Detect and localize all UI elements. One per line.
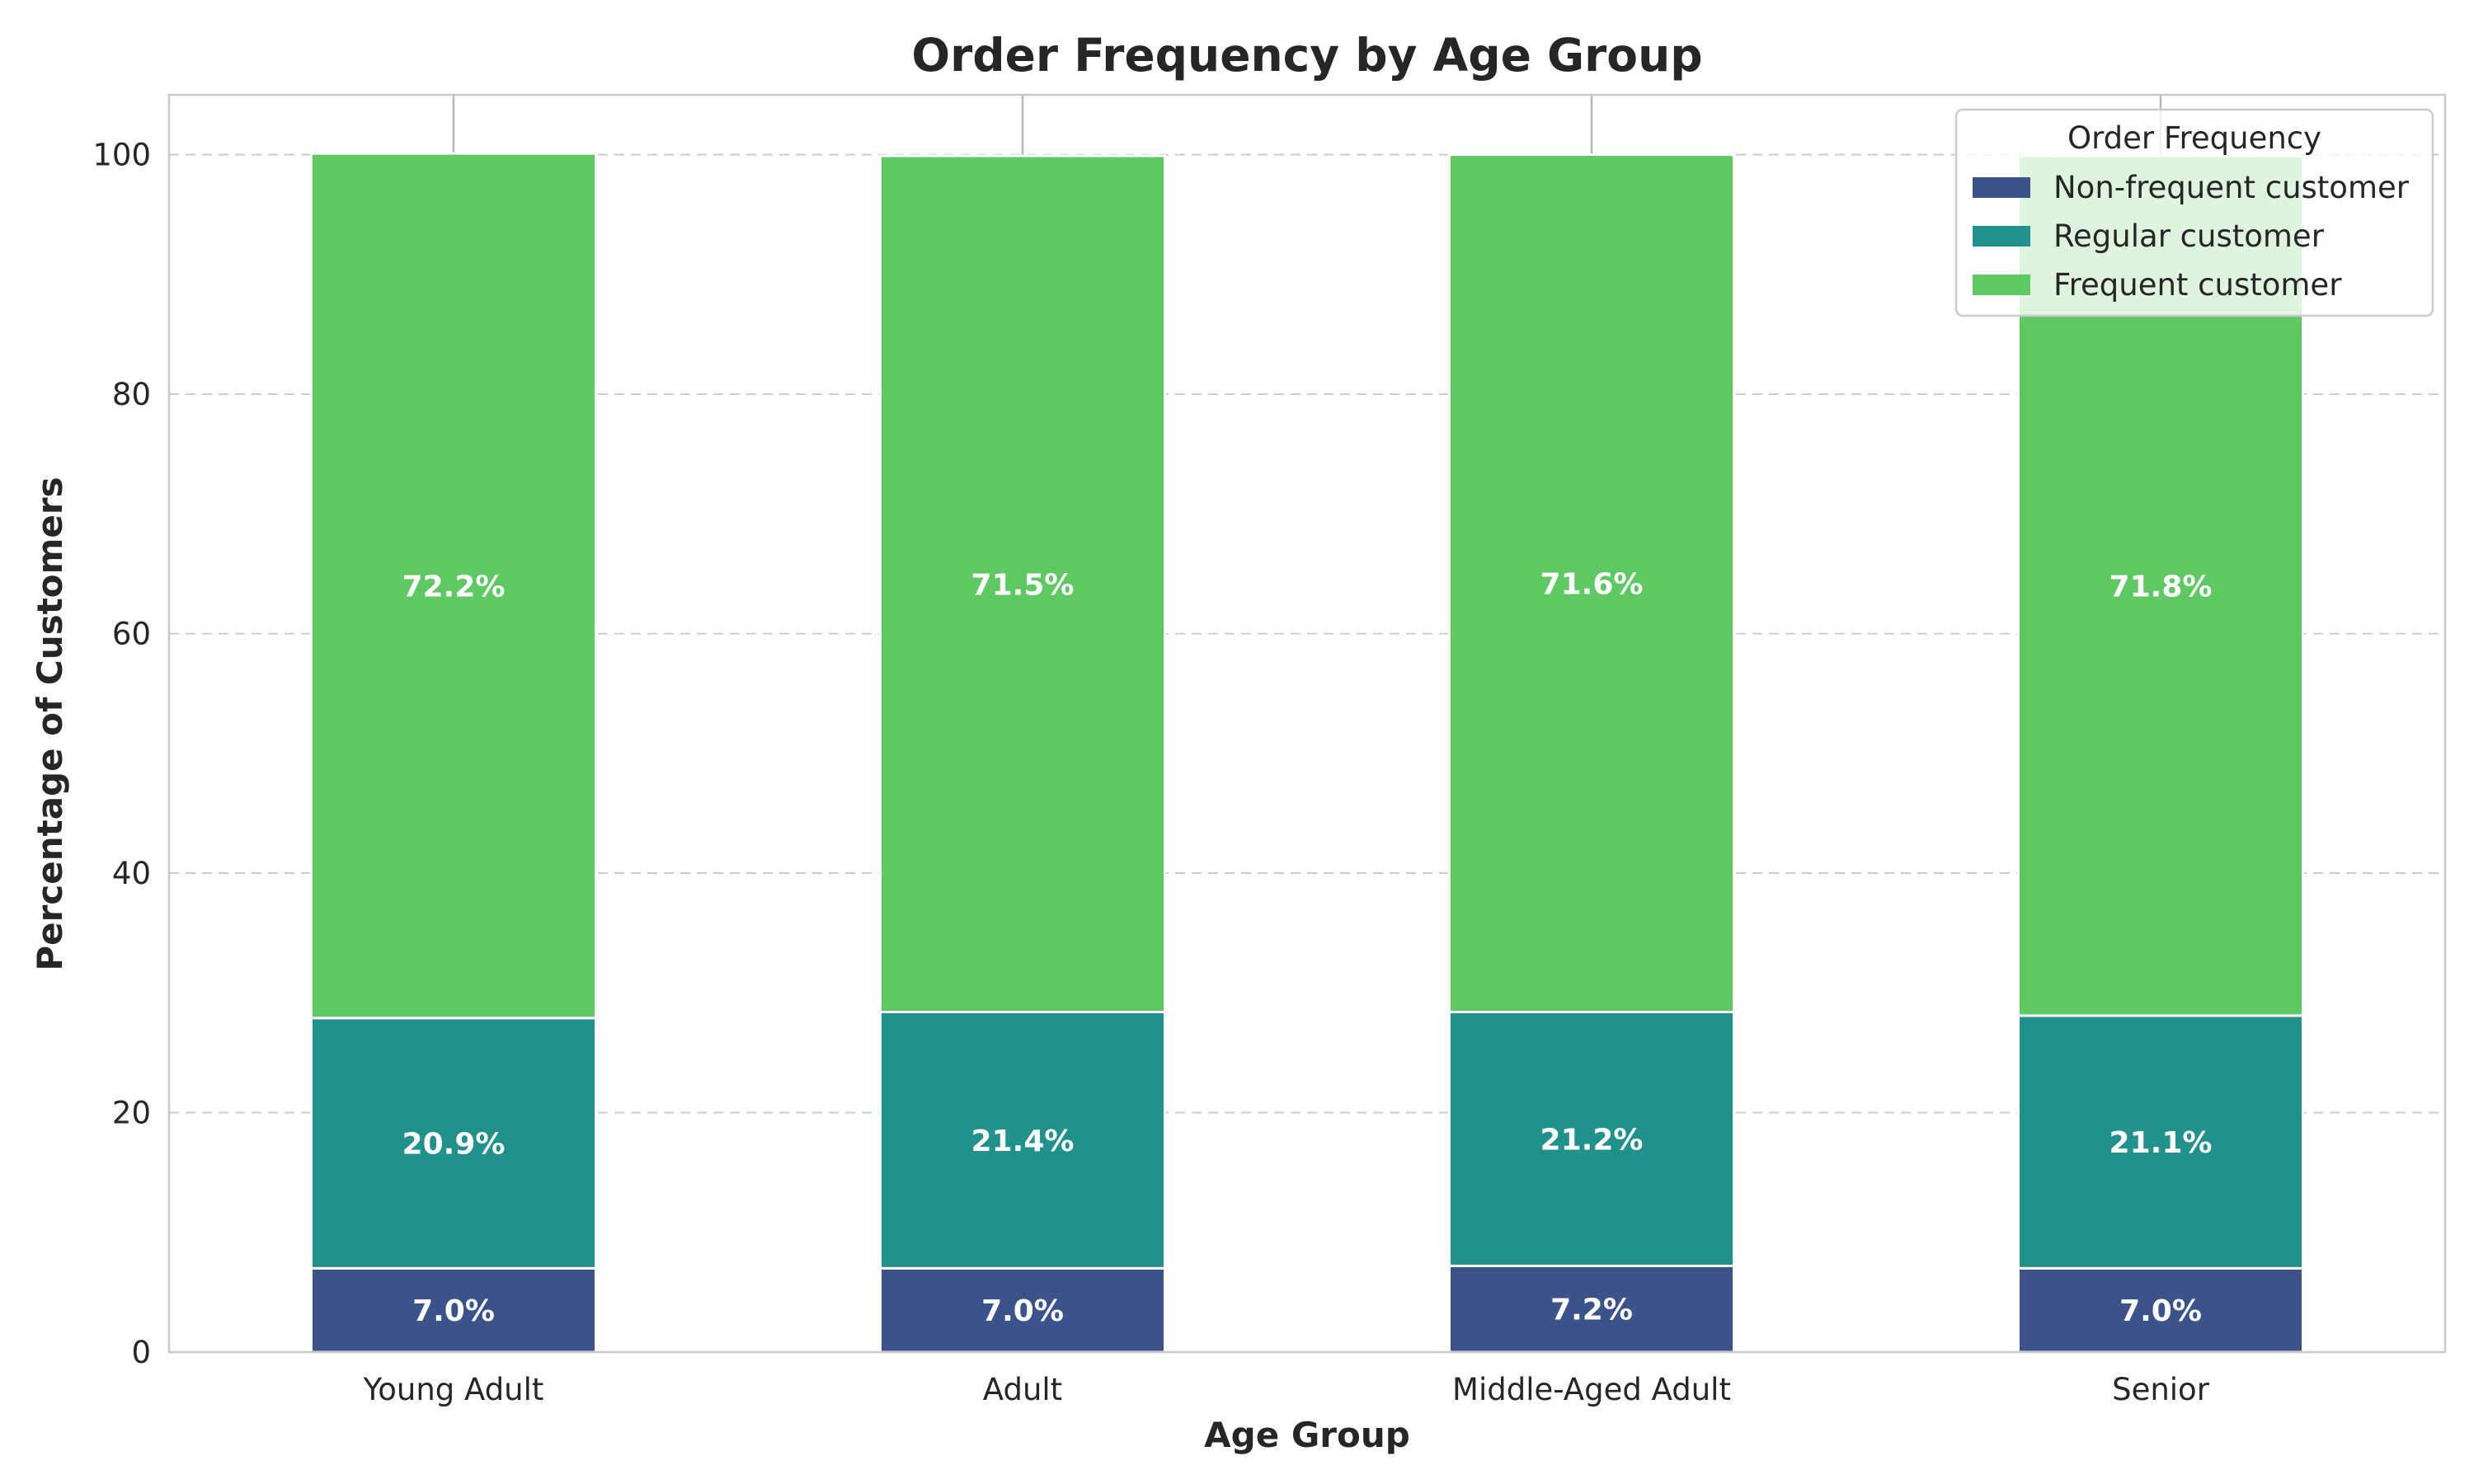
bar-segment xyxy=(1448,153,1735,1014)
bar-value-label: 21.1% xyxy=(2109,1126,2213,1160)
y-tick-label: 80 xyxy=(112,377,151,412)
y-tick-labels: 0 20 40 60 80 100 xyxy=(92,138,151,1370)
x-tick-label: Middle-Aged Adult xyxy=(1452,1372,1731,1407)
bar-labels: 7.0% 20.9% 72.2% 7.0% 21.4% 71.5% 7.2% 21.2% 71.… xyxy=(402,568,2213,1329)
y-axis-label: Percentage of Customers xyxy=(30,477,70,970)
plot-frame xyxy=(167,93,2447,1354)
legend-title: Order Frequency xyxy=(2067,120,2321,156)
bar-value-label: 7.2% xyxy=(1550,1294,1633,1327)
bar-segment xyxy=(310,1017,597,1270)
x-tick-label: Young Adult xyxy=(363,1372,544,1407)
x-tick-labels: Young Adult Adult Middle-Aged Adult Senior xyxy=(363,1372,2210,1407)
y-tick-label: 100 xyxy=(92,138,151,173)
legend-entry-label: Frequent customer xyxy=(2053,267,2342,303)
y-tick-label: 60 xyxy=(112,617,151,652)
bar-value-label: 7.0% xyxy=(412,1294,495,1328)
bar-segment xyxy=(310,1266,597,1354)
bar-segment xyxy=(879,154,1166,1014)
legend[interactable]: Order Frequency Non-frequent customer Reg… xyxy=(1954,108,2434,317)
bar-value-label: 71.6% xyxy=(1540,568,1644,602)
bar-value-label: 71.8% xyxy=(2109,570,2213,603)
legend-box xyxy=(1954,108,2434,317)
x-tick-label: Senior xyxy=(2112,1372,2210,1407)
y-tick-label: 40 xyxy=(112,856,151,891)
y-tick-label: 0 xyxy=(131,1335,151,1370)
bar-value-label: 21.2% xyxy=(1540,1123,1644,1157)
bar-segment xyxy=(1448,1011,1735,1267)
y-tick-label: 20 xyxy=(112,1096,151,1131)
x-axis-label: Age Group xyxy=(1204,1415,1410,1455)
bar-value-label: 72.2% xyxy=(402,570,506,603)
bar-segment xyxy=(879,1011,1166,1270)
bar-value-label: 20.9% xyxy=(402,1128,506,1162)
bar-value-label: 21.4% xyxy=(971,1125,1075,1158)
legend-swatch xyxy=(1973,177,2030,198)
legend-swatch xyxy=(1973,226,2030,247)
legend-swatch xyxy=(1973,275,2030,295)
bars xyxy=(310,152,2304,1354)
bar-value-label: 71.5% xyxy=(971,568,1075,602)
bar-value-label: 7.0% xyxy=(981,1294,1064,1328)
chart-title: Order Frequency by Age Group xyxy=(911,29,1702,82)
bar-value-label: 7.0% xyxy=(2119,1294,2202,1328)
bar-segment xyxy=(310,152,597,1020)
legend-entry-label: Regular customer xyxy=(2053,218,2325,254)
x-tick-label: Adult xyxy=(983,1372,1062,1407)
legend-entry-label: Non-frequent customer xyxy=(2053,170,2410,205)
